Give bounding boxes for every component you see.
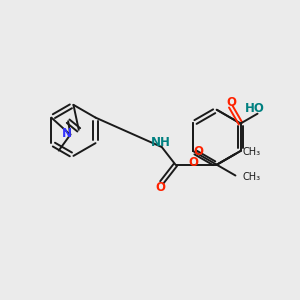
Text: CH₃: CH₃ <box>242 172 260 182</box>
Text: HO: HO <box>245 102 265 115</box>
Text: O: O <box>156 181 166 194</box>
Text: O: O <box>194 146 204 158</box>
Text: NH: NH <box>151 136 171 148</box>
Text: O: O <box>188 156 198 169</box>
Text: N: N <box>62 127 72 140</box>
Text: CH₃: CH₃ <box>242 147 260 157</box>
Text: O: O <box>227 96 237 109</box>
